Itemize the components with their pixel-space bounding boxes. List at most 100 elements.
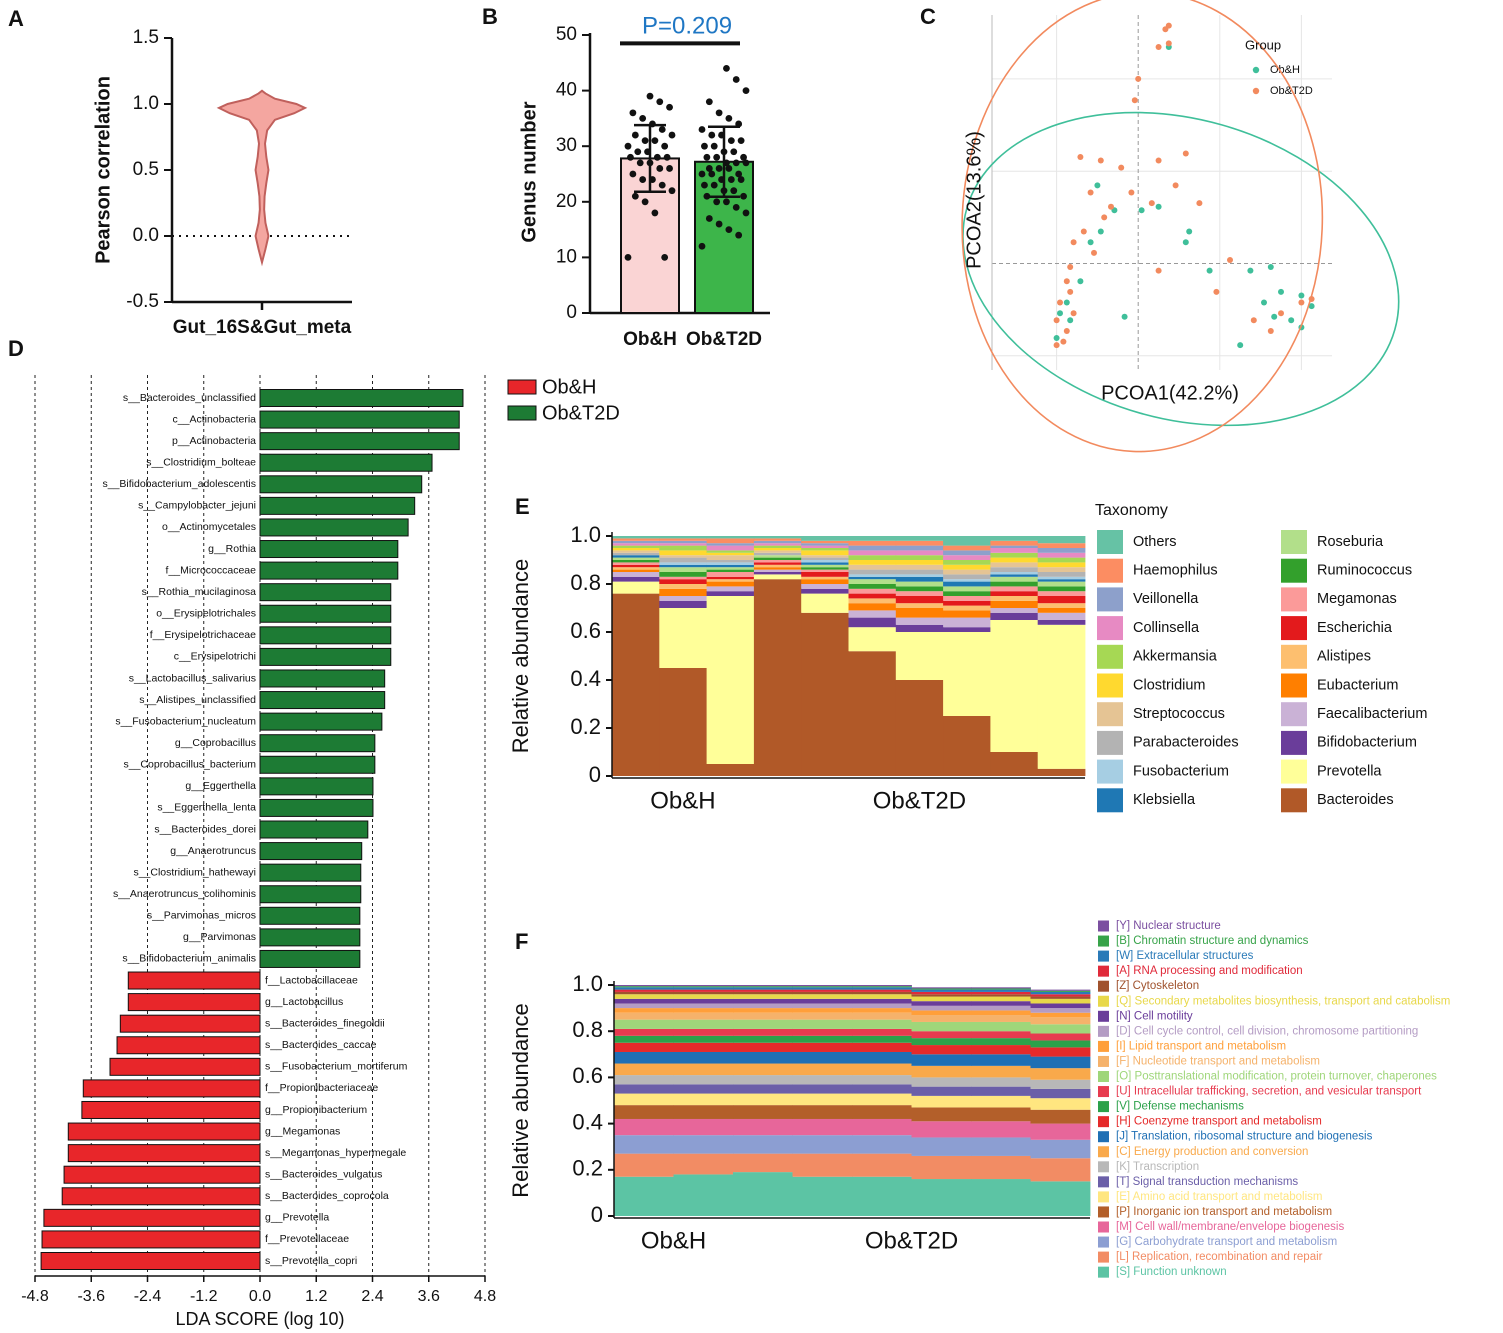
y-tick-label: 0.4	[572, 1109, 603, 1134]
stack-segment	[911, 1086, 972, 1096]
category-label: p__Actinobacteria	[172, 435, 256, 447]
data-point	[735, 231, 743, 239]
stack-segment	[733, 1012, 793, 1020]
x-tick-label: 3.6	[418, 1288, 440, 1305]
stack-segment	[971, 1005, 1031, 1011]
stack-segment	[943, 591, 991, 596]
legend-swatch	[1098, 1040, 1109, 1052]
stack-segment	[990, 612, 1039, 620]
stack-segment	[753, 569, 802, 572]
stack-segment	[801, 612, 849, 776]
data-point	[1063, 299, 1070, 306]
stack-segment	[733, 985, 793, 987]
stack-segment	[911, 991, 972, 995]
legend-swatch	[1281, 702, 1307, 727]
stack-segment	[659, 540, 707, 544]
category-label: s__Fusobacterium_nucleatum	[115, 715, 256, 727]
stack-segment	[673, 1153, 734, 1175]
stack-segment	[659, 588, 707, 596]
bar	[259, 410, 460, 429]
legend-swatch	[1097, 616, 1123, 641]
stack-segment	[1037, 557, 1086, 563]
stack-segment	[753, 564, 802, 568]
stack-segment	[753, 562, 802, 565]
data-point	[698, 170, 706, 178]
p-value: P=0.209	[642, 13, 732, 40]
stack-segment	[673, 1003, 734, 1009]
stack-segment	[911, 1121, 972, 1138]
stack-segment	[673, 989, 734, 992]
stack-segment	[848, 579, 897, 584]
category-label: o__Erysipelotrichales	[156, 608, 256, 620]
stack-segment	[971, 1054, 1031, 1066]
data-point	[631, 131, 639, 139]
stack-segment	[943, 586, 991, 592]
stack-segment	[792, 1084, 853, 1094]
stack-segment	[673, 1084, 734, 1094]
data-point	[1278, 288, 1284, 295]
legend-label: [U] Intracellular trafficking, secretion…	[1116, 1086, 1422, 1098]
stack-segment	[971, 1001, 1031, 1006]
stack-segment	[1037, 608, 1086, 613]
legend-swatch	[1098, 1161, 1109, 1173]
stack-segment	[990, 548, 1039, 553]
stack-segment	[801, 545, 849, 548]
stack-segment	[852, 1019, 912, 1029]
data-point	[658, 126, 666, 133]
stack-segment	[792, 1135, 853, 1154]
bar	[259, 647, 392, 666]
category-label: c__Erysipelotrichi	[174, 651, 256, 663]
data-point	[1155, 267, 1162, 274]
stack-segment	[673, 1093, 734, 1106]
data-point	[1138, 207, 1145, 214]
x-tick-label: Gut_16S&Gut_meta	[173, 317, 352, 338]
bar	[119, 1014, 261, 1033]
data-point	[1094, 182, 1101, 189]
legend-label: [E] Amino acid transport and metabolism	[1116, 1191, 1322, 1203]
legend-label: [Z] Cytoskeleton	[1116, 980, 1199, 992]
bar	[259, 518, 409, 537]
legend-swatch	[1097, 558, 1123, 583]
legend-swatch	[1098, 1191, 1109, 1203]
x-axis-label: LDA SCORE (log 10)	[175, 1309, 344, 1329]
stack-segment	[673, 1019, 734, 1029]
legend-swatch	[1097, 702, 1123, 727]
legend-label: Bifidobacterium	[1317, 735, 1417, 751]
legend-marker	[1252, 87, 1260, 95]
y-tick-label: 0.8	[572, 1017, 603, 1042]
stack-segment	[895, 680, 944, 776]
stack-segment	[733, 1153, 793, 1173]
bar	[109, 1057, 261, 1076]
bar	[63, 1165, 261, 1184]
data-point	[1298, 299, 1305, 306]
stack-segment	[911, 1038, 972, 1046]
stack-segment	[733, 1084, 793, 1094]
data-point	[742, 159, 750, 167]
stack-segment	[971, 1095, 1031, 1108]
stack-segment	[612, 550, 660, 553]
stack-segment	[612, 540, 660, 544]
stack-segment	[1037, 603, 1086, 608]
stack-segment	[911, 1179, 972, 1216]
stack-segment	[1030, 1024, 1091, 1034]
stack-segment	[659, 536, 707, 539]
stack-segment	[673, 1075, 734, 1085]
x-tick-label: 4.8	[474, 1288, 496, 1305]
stack-segment	[971, 1031, 1031, 1039]
stack-segment	[673, 1174, 734, 1216]
legend-label: Klebsiella	[1133, 792, 1196, 808]
category-label: g__Eggerthella	[185, 780, 256, 792]
category-label: s__Clostridium_hathewayi	[133, 866, 256, 878]
data-point	[636, 159, 644, 167]
data-point	[634, 148, 642, 156]
stack-segment	[792, 1028, 853, 1036]
stack-segment	[943, 564, 991, 570]
stack-segment	[612, 552, 660, 556]
stack-segment	[753, 543, 802, 546]
stack-segment	[753, 552, 802, 556]
stack-segment	[706, 564, 755, 568]
legend-label: Ob&H	[1270, 64, 1300, 76]
stack-segment	[1037, 576, 1086, 580]
data-point	[666, 165, 673, 172]
stack-segment	[895, 608, 944, 618]
